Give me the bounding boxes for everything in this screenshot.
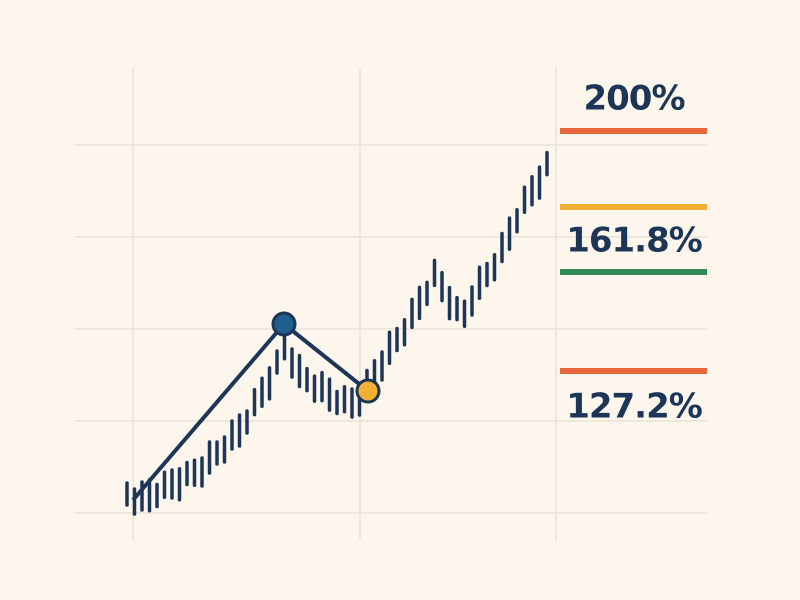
price-bars xyxy=(125,150,549,516)
level-label: 127.2% xyxy=(566,387,702,427)
swing-high xyxy=(271,311,297,337)
grid xyxy=(75,68,707,540)
level-label: 161.8% xyxy=(566,221,702,261)
level-label: 200% xyxy=(583,79,684,119)
swing-low xyxy=(355,378,381,404)
